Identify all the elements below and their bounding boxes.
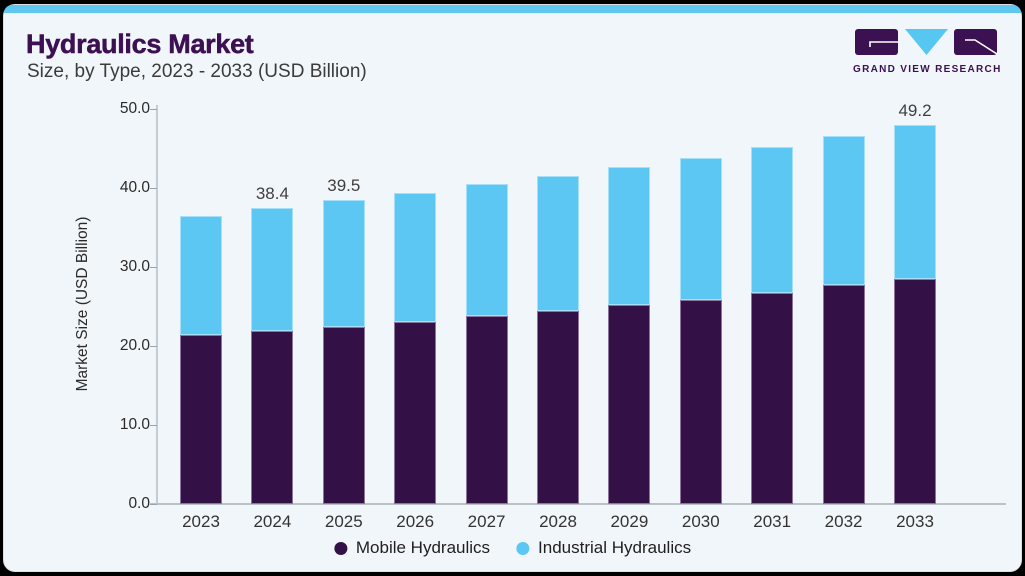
bar-2033-industrial-hydraulics (894, 125, 936, 280)
x-tick-label-2028: 2028 (539, 512, 577, 531)
bar-2029-mobile-hydraulics (608, 305, 651, 504)
bar-2023-industrial-hydraulics (180, 216, 222, 336)
x-tick-label-2025: 2025 (324, 512, 363, 531)
bar-2023-mobile-hydraulics (180, 335, 222, 504)
chart-card: Hydraulics Market Size, by Type, 2023 - … (3, 4, 1022, 572)
bar-value-label-2025: 39.5 (327, 175, 361, 195)
bar-2028-mobile-hydraulics (537, 310, 579, 504)
bar-value-label-2024: 38.4 (255, 184, 289, 204)
bar-2025-mobile-hydraulics (322, 326, 365, 504)
x-tick-label-2023: 2023 (182, 512, 220, 531)
legend-item-industrial-hydraulics: Industrial Hydraulics (516, 538, 691, 558)
bar-2027-mobile-hydraulics (465, 316, 508, 504)
bar-2033-mobile-hydraulics (894, 279, 936, 504)
y-tick-label: 30.0 (119, 258, 150, 275)
x-tick-label-2029: 2029 (610, 512, 649, 531)
bar-2027-industrial-hydraulics (465, 184, 508, 317)
y-tick-mark (150, 108, 157, 110)
x-axis-line (150, 503, 1006, 505)
y-tick-mark (150, 503, 157, 505)
y-axis-line (156, 105, 158, 503)
bar-2030-industrial-hydraulics (679, 157, 722, 300)
legend-swatch-icon (333, 541, 347, 555)
legend-label: Industrial Hydraulics (538, 538, 692, 557)
x-tick-label-2031: 2031 (753, 512, 792, 531)
bar-2031-mobile-hydraulics (751, 293, 794, 504)
bar-2029-industrial-hydraulics (608, 166, 651, 306)
y-tick-label: 40.0 (119, 179, 150, 196)
bar-2026-industrial-hydraulics (394, 192, 437, 323)
y-tick-mark (150, 266, 157, 268)
card-top-accent (4, 5, 1021, 13)
y-axis-title: Market Size (USD Billion) (74, 216, 91, 392)
y-tick-label: 0.0 (128, 495, 150, 512)
y-tick-label: 20.0 (119, 337, 150, 354)
x-tick-label-2030: 2030 (681, 512, 720, 531)
gvr-logo-text: GRAND VIEW RESEARCH (853, 64, 1002, 75)
bar-2031-industrial-hydraulics (751, 146, 794, 294)
legend-swatch-icon (516, 541, 530, 555)
legend: Mobile Hydraulics Industrial Hydraulics (333, 538, 691, 558)
bar-2026-mobile-hydraulics (394, 322, 437, 504)
gvr-logo-marks (855, 29, 998, 55)
x-tick-label-2032: 2032 (824, 512, 863, 531)
bar-2024-mobile-hydraulics (251, 330, 294, 504)
legend-label: Mobile Hydraulics (355, 538, 491, 557)
bar-2028-industrial-hydraulics (537, 175, 579, 311)
y-tick-label: 50.0 (119, 100, 150, 117)
y-tick-mark (150, 187, 157, 189)
bar-value-label-2033: 49.2 (898, 101, 932, 121)
chart-title: Hydraulics Market (26, 29, 254, 60)
x-tick-label-2033: 2033 (896, 512, 934, 531)
y-tick-mark (150, 424, 157, 426)
bar-2030-mobile-hydraulics (679, 299, 722, 504)
x-tick-label-2024: 2024 (253, 512, 292, 531)
gvr-logo: GRAND VIEW RESEARCH (853, 29, 1002, 75)
legend-item-mobile-hydraulics: Mobile Hydraulics (333, 538, 491, 558)
chart-subtitle: Size, by Type, 2023 - 2033 (USD Billion) (27, 61, 367, 82)
bar-2032-industrial-hydraulics (822, 135, 865, 286)
bar-2025-industrial-hydraulics (322, 199, 365, 327)
bar-2032-mobile-hydraulics (822, 285, 865, 504)
x-tick-label-2027: 2027 (467, 512, 506, 531)
bar-2024-industrial-hydraulics (251, 208, 294, 331)
y-tick-label: 10.0 (119, 416, 150, 433)
x-tick-label-2026: 2026 (396, 512, 435, 531)
y-tick-mark (150, 345, 157, 347)
